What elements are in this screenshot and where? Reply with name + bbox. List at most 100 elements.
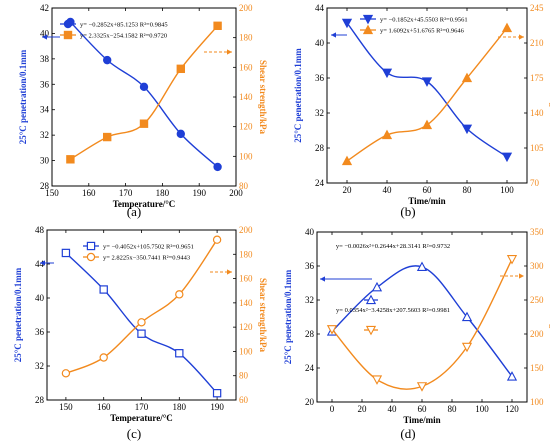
x-tick-label: 170	[119, 188, 133, 198]
y2-tick-label: 160	[239, 274, 253, 284]
y2-tick-label: 245	[530, 3, 544, 13]
y-tick-label: 28	[315, 143, 325, 153]
data-point-left	[61, 248, 71, 258]
panel-label-c: (c)	[127, 426, 141, 441]
data-point-right	[212, 235, 222, 244]
chart-panel-a: 150 160 170 180 190 200 28 30 32 34 36 38 40 42 80 100 1…	[18, 3, 268, 209]
legend-marker	[86, 252, 96, 262]
y-axis-label: 25°C penetration/0.1mm	[13, 267, 23, 362]
x-tick-label: 120	[505, 404, 519, 414]
x-tick-label: 60	[423, 185, 433, 195]
y-tick-label: 36	[315, 73, 325, 83]
y2-tick-label: 60	[239, 395, 249, 405]
data-point-right	[416, 382, 428, 392]
data-point-right	[99, 353, 108, 362]
data-point-left	[421, 77, 433, 87]
data-point-right	[326, 325, 338, 335]
y2-tick-label: 80	[239, 181, 249, 191]
x-tick-label: 180	[156, 188, 170, 198]
y2-tick-label: 105	[530, 143, 544, 153]
data-point-right	[137, 318, 146, 327]
y-tick-label: 40	[315, 38, 325, 48]
y2-tick-label: 180	[239, 249, 253, 259]
y-tick-label: 44	[35, 259, 45, 269]
y-tick-label: 20	[305, 397, 315, 407]
y2-tick-label: 180	[239, 33, 253, 43]
data-point-left	[371, 281, 383, 292]
y2-tick-label: 200	[239, 3, 253, 13]
y-tick-label: 48	[35, 225, 45, 235]
y2-tick-label: 150	[530, 363, 544, 373]
x-tick-label: 80	[463, 185, 473, 195]
y-tick-label: 32	[305, 295, 314, 305]
y-tick-label: 24	[315, 178, 325, 188]
x-tick-label: 20	[358, 404, 368, 414]
series-line-left	[346, 22, 508, 158]
panel-label-d: (d)	[400, 426, 415, 441]
y-tick-label: 40	[305, 227, 315, 237]
x-tick-label: 100	[475, 404, 489, 414]
data-point-left	[416, 261, 428, 272]
legend-entry: y= 2.3325x−254.1582 R²=0.9720	[80, 33, 167, 40]
data-point-right	[61, 369, 71, 378]
y2-tick-label: 160	[239, 62, 253, 72]
x-tick-label: 20	[343, 185, 353, 195]
data-point-left	[461, 124, 473, 135]
x-tick-label: 160	[97, 402, 111, 412]
data-point-right	[381, 129, 393, 140]
y-tick-label: 24	[305, 363, 315, 373]
legend-marker	[365, 294, 377, 305]
data-point-left	[139, 82, 149, 92]
y-axis-label: 25°C penetration/0.1mm	[293, 48, 303, 143]
data-point-left	[213, 162, 222, 172]
y2-tick-label: 300	[530, 261, 544, 271]
x-axis-label: Temperature/°C	[110, 413, 173, 423]
data-point-left	[501, 152, 513, 163]
x-tick-label: 160	[82, 188, 96, 198]
legend-entry: y= 1.6092x+51.6765 R²=0.9646	[380, 28, 465, 35]
data-point-right	[102, 132, 112, 142]
y-tick-label: 36	[305, 261, 315, 271]
data-point-right	[341, 155, 353, 166]
data-point-left	[506, 371, 518, 381]
series-line-left	[331, 265, 513, 377]
y2-tick-label: 200	[530, 329, 544, 339]
x-tick-label: 60	[418, 404, 428, 414]
y-tick-label: 32	[35, 361, 44, 371]
data-point-right	[371, 375, 383, 385]
data-point-right	[66, 155, 75, 164]
legend-marker	[362, 14, 374, 25]
y2-tick-label: 175	[530, 73, 544, 83]
panel-label-b: (b)	[400, 204, 415, 219]
y-tick-label: 38	[40, 54, 50, 64]
data-point-right	[421, 119, 433, 130]
y-tick-label: 30	[40, 156, 50, 166]
data-point-left	[341, 18, 353, 29]
data-point-right	[176, 64, 185, 74]
y-tick-label: 34	[40, 105, 50, 115]
data-point-left	[176, 129, 185, 139]
y2-tick-label: 100	[530, 397, 544, 407]
y-tick-label: 36	[35, 327, 45, 337]
y2-tick-label: 140	[530, 108, 544, 118]
data-point-left	[102, 55, 112, 65]
legend-marker	[365, 325, 377, 336]
x-tick-label: 0	[330, 404, 335, 414]
y-axis-label: 25°C penetration/0.1mm	[283, 269, 293, 364]
y2-tick-label: 140	[239, 92, 253, 102]
data-point-right	[461, 72, 473, 83]
data-point-left	[381, 68, 393, 79]
y-tick-label: 42	[40, 3, 49, 13]
legend-entry: y= −0.2852x+85.1253 R²=0.9845	[80, 22, 168, 29]
x-tick-label: 190	[210, 402, 224, 412]
chart-panel-b: 20 40 60 80 100 24 28 32 36 40 44 70 105 140 175 210 245…	[293, 3, 550, 206]
legend-marker	[362, 24, 374, 35]
y2-tick-label: 140	[239, 298, 253, 308]
y-tick-label: 28	[40, 181, 50, 191]
data-point-left	[99, 285, 108, 294]
y2-axis-label: Shear strength/kPa	[258, 278, 268, 352]
data-point-right	[175, 290, 184, 299]
x-axis-label: Time/min	[408, 196, 445, 206]
x-tick-label: 150	[59, 402, 73, 412]
